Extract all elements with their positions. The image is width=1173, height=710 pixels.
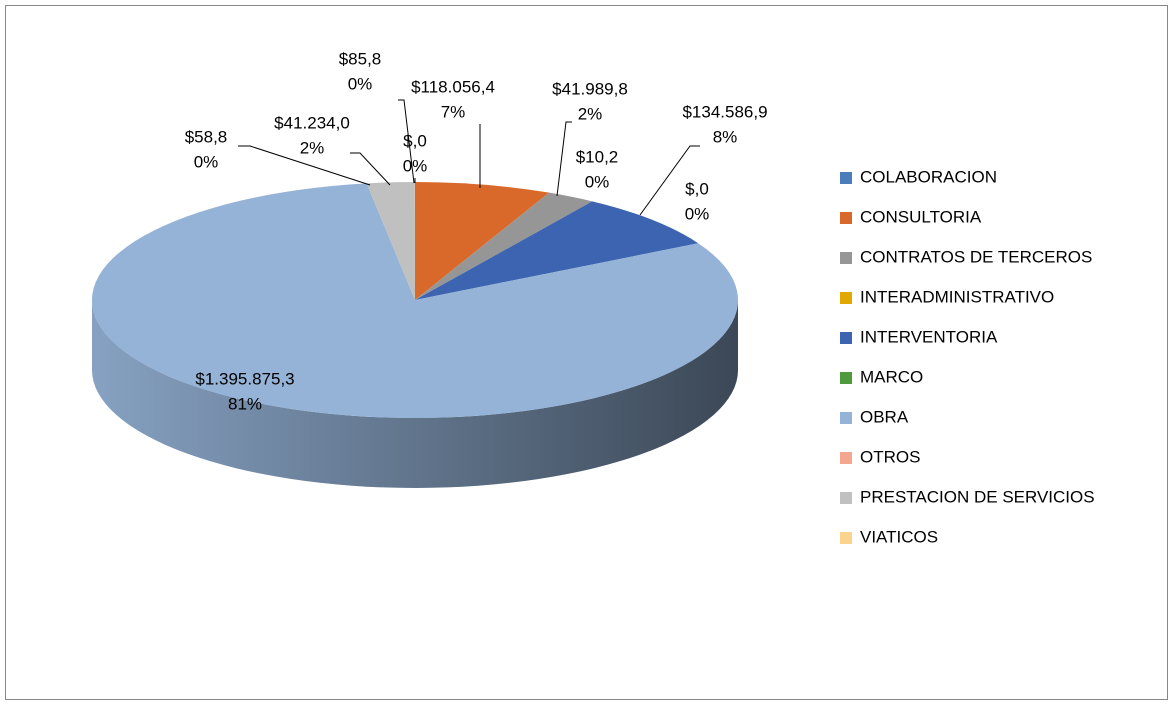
legend-swatch [840, 532, 852, 544]
legend-swatch [840, 372, 852, 384]
value-label: $134.586,9 [682, 102, 767, 121]
legend-label: VIATICOS [860, 527, 938, 546]
legend-label: COLABORACION [860, 167, 997, 186]
value-label: $118.056,4 [411, 77, 495, 96]
percent-label: 2% [578, 104, 603, 123]
percent-label: 0% [348, 74, 373, 93]
legend-label: INTERADMINISTRATIVO [860, 287, 1054, 306]
percent-label: 0% [194, 152, 219, 171]
legend-label: OBRA [860, 407, 909, 426]
legend-swatch [840, 452, 852, 464]
legend-label: CONTRATOS DE TERCEROS [860, 247, 1092, 266]
percent-label: 81% [228, 394, 262, 413]
legend-swatch [840, 212, 852, 224]
legend-label: INTERVENTORIA [860, 327, 998, 346]
value-label: $,0 [403, 131, 427, 150]
legend-swatch [840, 292, 852, 304]
legend-swatch [840, 492, 852, 504]
value-label: $,0 [685, 179, 709, 198]
legend-label: OTROS [860, 447, 920, 466]
legend-label: CONSULTORIA [860, 207, 982, 226]
value-label: $85,8 [339, 49, 382, 68]
value-label: $41.234,0 [274, 113, 350, 132]
value-label: $58,8 [185, 127, 228, 146]
percent-label: 0% [585, 172, 610, 191]
legend-label: MARCO [860, 367, 923, 386]
percent-label: 0% [403, 156, 428, 175]
legend-swatch [840, 332, 852, 344]
legend-label: PRESTACION DE SERVICIOS [860, 487, 1095, 506]
value-label: $41.989,8 [552, 79, 628, 98]
percent-label: 7% [441, 102, 466, 121]
value-label: $1.395.875,3 [195, 369, 294, 388]
value-label: $10,2 [576, 147, 619, 166]
percent-label: 2% [300, 138, 325, 157]
legend-swatch [840, 412, 852, 424]
legend-swatch [840, 172, 852, 184]
percent-label: 0% [685, 204, 710, 223]
pie-tops [92, 182, 738, 418]
percent-label: 8% [713, 127, 738, 146]
legend-swatch [840, 252, 852, 264]
